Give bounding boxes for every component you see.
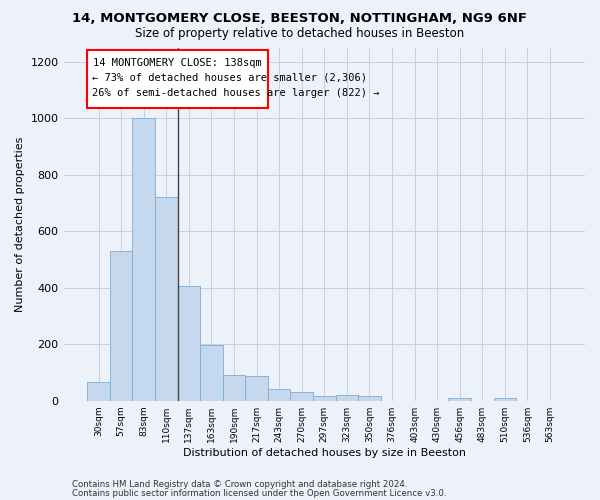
Y-axis label: Number of detached properties: Number of detached properties (15, 136, 25, 312)
Bar (223, 376, 245, 400)
Bar (268, 390, 290, 400)
Text: Size of property relative to detached houses in Beeston: Size of property relative to detached ho… (136, 28, 464, 40)
Bar (155, 198, 178, 400)
Bar (87, 382, 110, 400)
FancyBboxPatch shape (87, 50, 268, 108)
Text: 14, MONTGOMERY CLOSE, BEESTON, NOTTINGHAM, NG9 6NF: 14, MONTGOMERY CLOSE, BEESTON, NOTTINGHA… (73, 12, 527, 26)
Text: Contains HM Land Registry data © Crown copyright and database right 2024.: Contains HM Land Registry data © Crown c… (72, 480, 407, 489)
Bar (313, 396, 335, 400)
Text: 14 MONTGOMERY CLOSE: 138sqm: 14 MONTGOMERY CLOSE: 138sqm (93, 58, 262, 68)
Bar (245, 376, 268, 400)
X-axis label: Distribution of detached houses by size in Beeston: Distribution of detached houses by size … (183, 448, 466, 458)
Text: 26% of semi-detached houses are larger (822) →: 26% of semi-detached houses are larger (… (92, 88, 379, 99)
Bar (335, 395, 358, 400)
Text: Contains public sector information licensed under the Open Government Licence v3: Contains public sector information licen… (72, 489, 446, 498)
Bar (133, 118, 155, 401)
Bar (290, 392, 313, 400)
Bar (358, 396, 381, 400)
Bar (200, 345, 223, 401)
Bar (178, 286, 200, 401)
Text: ← 73% of detached houses are smaller (2,306): ← 73% of detached houses are smaller (2,… (92, 73, 367, 83)
Bar (494, 398, 516, 400)
Bar (110, 251, 133, 400)
Bar (448, 398, 471, 400)
